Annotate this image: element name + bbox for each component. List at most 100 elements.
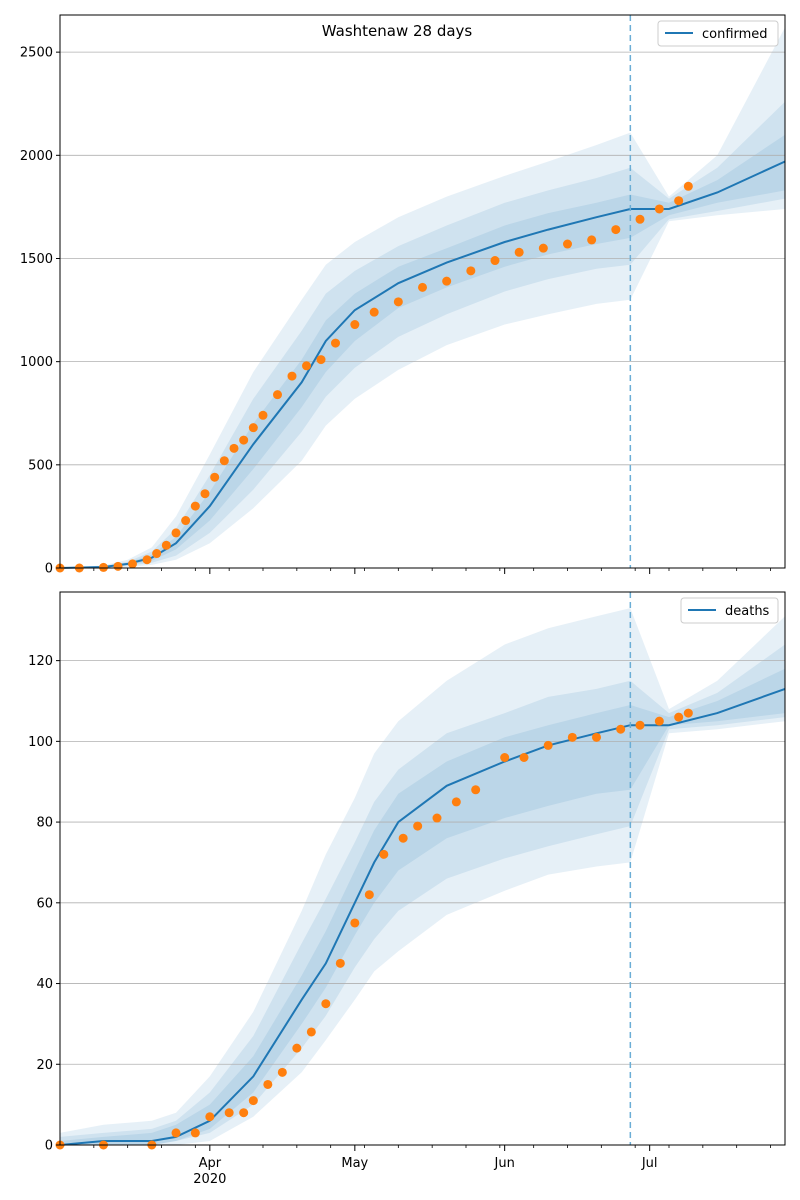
observed-point: [224, 1108, 234, 1118]
observed-point: [142, 555, 152, 565]
observed-point: [331, 338, 340, 348]
legend-label: deaths: [725, 604, 770, 619]
y-tick-label: 80: [36, 816, 53, 831]
legend-box: [680, 597, 779, 624]
observed-point: [205, 1112, 215, 1122]
observed-point: [654, 204, 664, 214]
observed-point: [683, 708, 693, 718]
deaths-legend: deaths: [680, 597, 779, 624]
deaths-y-axis: 0 20 40 60 80 100 120: [28, 654, 60, 1154]
y-tick-label: 120: [28, 654, 53, 669]
observed-point: [418, 282, 427, 292]
observed-point: [466, 266, 476, 276]
deaths-gridlines: [60, 660, 785, 1146]
observed-point: [674, 712, 684, 722]
observed-point: [471, 785, 481, 795]
band-inner-uncertainty-band: [60, 668, 785, 1145]
observed-point: [654, 716, 664, 726]
y-tick-label: 20: [36, 1058, 53, 1073]
observed-point: [543, 740, 553, 750]
observed-point: [210, 472, 220, 482]
deaths-observed-points: [55, 708, 693, 1150]
observed-point: [171, 1128, 181, 1138]
y-tick-label: 40: [36, 977, 53, 992]
band-mid-uncertainty-band: [60, 644, 785, 1145]
axes-frame: [59, 14, 786, 569]
observed-point: [248, 1096, 258, 1106]
y-tick-label: 2500: [20, 46, 53, 61]
observed-point: [181, 516, 191, 526]
observed-point: [635, 720, 645, 730]
observed-point: [350, 320, 360, 330]
observed-point: [248, 423, 258, 433]
legend-label: confirmed: [702, 27, 768, 42]
band-outer-uncertainty-band: [60, 608, 785, 1145]
observed-point: [393, 297, 403, 307]
observed-point: [335, 958, 345, 968]
y-tick-label: 500: [28, 458, 53, 473]
observed-point: [369, 307, 379, 317]
band-outer-uncertainty-band: [60, 27, 785, 568]
observed-point: [113, 561, 123, 571]
y-tick-label: 0: [45, 562, 53, 577]
confirmed-panel: 0 500 1000 1500 2000 2500 Washtenaw 28 days c…: [20, 14, 786, 577]
y-tick-label: 1500: [20, 252, 53, 267]
observed-point: [302, 361, 311, 371]
observed-point: [611, 225, 621, 235]
observed-point: [239, 435, 249, 445]
observed-point: [616, 724, 626, 734]
observed-point: [128, 559, 137, 569]
observed-point: [563, 239, 572, 249]
x-tick-year-label: 2020: [193, 1172, 226, 1187]
observed-point: [190, 1128, 200, 1138]
observed-point: [277, 1067, 287, 1077]
y-tick-label: 2000: [20, 149, 53, 164]
observed-point: [379, 849, 389, 859]
x-tick-label: Apr: [199, 1156, 222, 1171]
observed-point: [321, 999, 331, 1009]
observed-point: [567, 732, 577, 742]
observed-point: [171, 528, 181, 538]
observed-point: [99, 562, 108, 572]
observed-point: [587, 235, 597, 245]
observed-point: [592, 732, 601, 742]
y-tick-label: 60: [36, 896, 53, 911]
observed-point: [514, 247, 524, 257]
deaths-uncertainty-bands: [60, 608, 785, 1145]
observed-point: [316, 355, 326, 365]
observed-point: [287, 371, 297, 381]
observed-point: [258, 410, 268, 420]
observed-point: [398, 833, 408, 843]
observed-point: [674, 196, 684, 206]
observed-point: [306, 1027, 316, 1037]
observed-point: [273, 390, 282, 400]
observed-point: [683, 181, 693, 191]
x-tick-label: May: [341, 1156, 368, 1171]
observed-point: [432, 813, 442, 823]
confirmed-y-axis: 0 500 1000 1500 2000 2500: [20, 46, 60, 577]
y-tick-label: 0: [45, 1139, 53, 1154]
observed-point: [364, 890, 374, 900]
observed-point: [229, 443, 239, 453]
x-tick-label: Jun: [494, 1156, 515, 1171]
axes-frame: [59, 591, 786, 1146]
observed-point: [239, 1108, 249, 1118]
x-tick-label: Jul: [641, 1156, 658, 1171]
observed-point: [442, 276, 452, 286]
confirmed-axes-frame: [59, 14, 786, 569]
observed-point: [413, 821, 423, 831]
observed-point: [200, 489, 210, 499]
y-tick-label: 100: [28, 735, 53, 750]
observed-point: [161, 540, 171, 550]
observed-point: [451, 797, 461, 807]
confirmed-observed-points: [55, 181, 693, 573]
confirmed-legend: confirmed: [657, 20, 779, 47]
deaths-axes-frame: [59, 591, 786, 1146]
legend-box: [657, 20, 779, 47]
observed-point: [538, 243, 548, 253]
observed-point: [219, 456, 229, 466]
